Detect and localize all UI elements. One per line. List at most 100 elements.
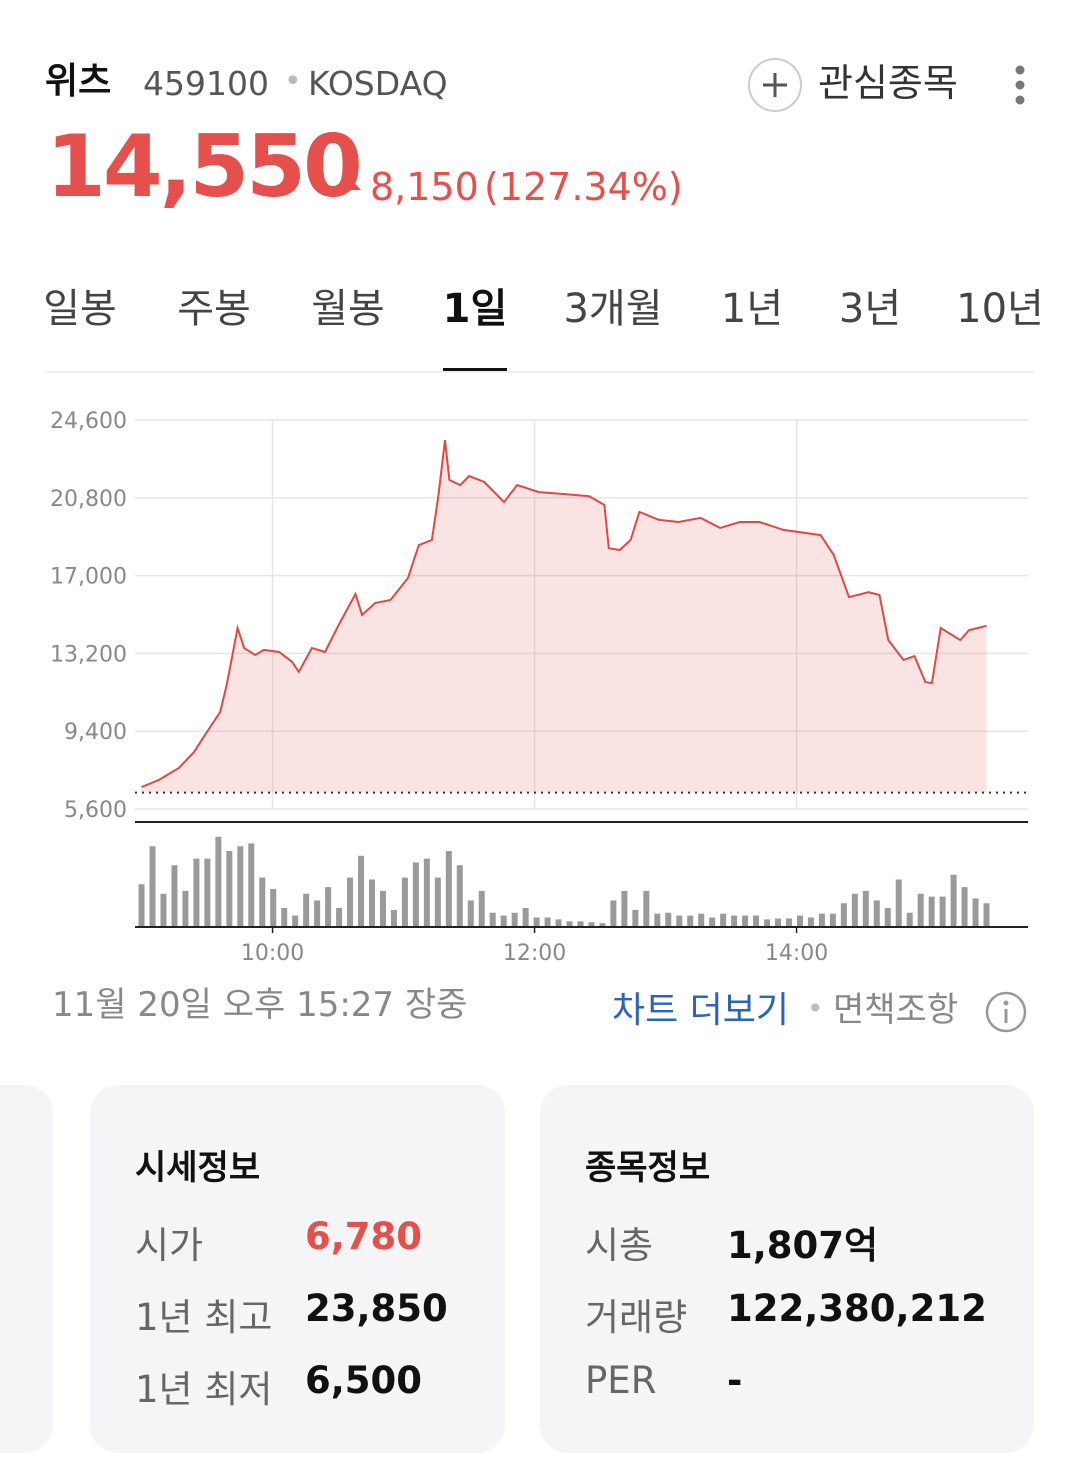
period-tab[interactable]: 월봉 <box>311 286 385 332</box>
period-tab[interactable]: 1일 <box>442 286 508 332</box>
info-label: PER <box>585 1359 657 1402</box>
stock-name: 위츠 <box>45 61 112 102</box>
volume-bar <box>259 877 266 927</box>
current-price: 14,550 <box>46 117 363 217</box>
volume-bar <box>226 851 233 927</box>
volume-bar <box>950 874 957 927</box>
volume-bar <box>445 851 452 927</box>
period-tab[interactable]: 3년 <box>838 286 902 332</box>
volume-bar <box>544 917 551 927</box>
tab-divider <box>45 371 1034 373</box>
volume-bar <box>621 890 628 927</box>
info-value: 1,807억 <box>727 1224 879 1267</box>
separator: • <box>284 64 302 99</box>
info-icon[interactable] <box>985 991 1027 1033</box>
volume-bar <box>522 908 529 927</box>
volume-bar <box>478 890 485 927</box>
volume-bar <box>961 887 968 927</box>
volume-bar <box>401 877 408 927</box>
volume-bar <box>632 909 639 927</box>
volume-bar <box>906 912 913 927</box>
price-area <box>141 440 987 793</box>
volume-bar <box>972 898 979 927</box>
volume-bar <box>160 893 167 927</box>
x-tick-label: 12:00 <box>503 941 566 966</box>
volume-bar <box>204 858 211 927</box>
period-tab[interactable]: 주봉 <box>177 286 251 332</box>
more-chart-link[interactable]: 차트 더보기 <box>612 990 790 1031</box>
volume-bar <box>862 890 869 927</box>
volume-bar <box>917 893 924 927</box>
info-label: 거래량 <box>585 1296 688 1339</box>
volume-bar <box>325 887 332 927</box>
volume-bar <box>818 913 825 927</box>
add-icon[interactable] <box>747 57 803 113</box>
volume-bar <box>654 913 661 927</box>
volume-bar <box>423 858 430 927</box>
x-tick-label: 14:00 <box>765 941 828 966</box>
volume-bar <box>248 843 255 927</box>
info-value: 122,380,212 <box>727 1287 987 1330</box>
volume-bar <box>149 846 156 927</box>
info-label: 1년 최저 <box>135 1368 273 1411</box>
volume-bar <box>566 921 573 927</box>
volume-bar <box>764 919 771 927</box>
volume-bar <box>379 890 386 927</box>
volume-bar <box>687 915 694 927</box>
volume-bar <box>171 865 178 927</box>
volume-bar <box>511 912 518 927</box>
volume-bar <box>577 921 584 927</box>
timestamp: 11월 20일 오후 15:27 장중 <box>52 985 468 1025</box>
more-menu[interactable] <box>1008 64 1032 108</box>
volume-bar <box>281 908 288 927</box>
volume-bar <box>555 919 562 927</box>
stock-code: 459100 <box>143 64 269 103</box>
volume-bar <box>292 915 299 927</box>
volume-bar <box>368 879 375 927</box>
price-change-pct: (127.34%) <box>484 165 683 209</box>
y-tick-label: 17,000 <box>50 565 127 590</box>
volume-bar <box>851 893 858 927</box>
volume-bar <box>643 890 650 927</box>
info-value: 23,850 <box>305 1287 448 1330</box>
volume-bar <box>390 909 397 927</box>
volume-bar <box>698 913 705 927</box>
info-label: 1년 최고 <box>135 1296 273 1339</box>
volume-bar <box>270 889 277 927</box>
period-tab[interactable]: 3개월 <box>563 286 663 332</box>
volume-bar <box>138 884 145 927</box>
volume-bar <box>434 877 441 927</box>
period-tab[interactable]: 1년 <box>720 286 784 332</box>
info-label: 시총 <box>585 1224 654 1267</box>
volume-bar <box>731 915 738 927</box>
volume-bar <box>588 922 595 927</box>
volume-bar <box>456 865 463 927</box>
volume-bar <box>720 913 727 927</box>
volume-bar <box>775 918 782 927</box>
disclaimer-link[interactable]: 면책조항 <box>833 990 959 1030</box>
period-tab[interactable]: 일봉 <box>43 286 117 332</box>
volume-bar <box>182 890 189 927</box>
volume-bar <box>676 915 683 927</box>
info-card: 시세정보 시가 6,780 1년 최고 23,850 1년 최저 6,500 <box>90 1085 505 1453</box>
active-tab-underline <box>443 368 507 371</box>
chart: 5,600 9,400 13,200 17,000 20,800 24,600 10:00 1… <box>50 409 1028 966</box>
watch-button[interactable]: 관심종목 <box>818 61 958 105</box>
volume-bar <box>665 912 672 927</box>
volume-bar <box>785 918 792 927</box>
period-tab[interactable]: 10년 <box>956 286 1044 332</box>
separator: • <box>807 992 824 1025</box>
volume-bar <box>215 836 222 927</box>
info-card: 종목정보 시총 1,807억 거래량 122,380,212 PER - <box>540 1085 1034 1453</box>
volume-bar <box>873 900 880 927</box>
y-tick-label: 9,400 <box>64 720 127 745</box>
volume-bar <box>709 917 716 927</box>
volume-bar <box>237 846 244 927</box>
volume-bar <box>467 900 474 927</box>
volume-bar <box>347 877 354 927</box>
volume-bar <box>489 912 496 927</box>
info-label: 시가 <box>135 1224 204 1267</box>
y-tick-label: 24,600 <box>50 409 127 434</box>
volume-bar <box>884 908 891 927</box>
